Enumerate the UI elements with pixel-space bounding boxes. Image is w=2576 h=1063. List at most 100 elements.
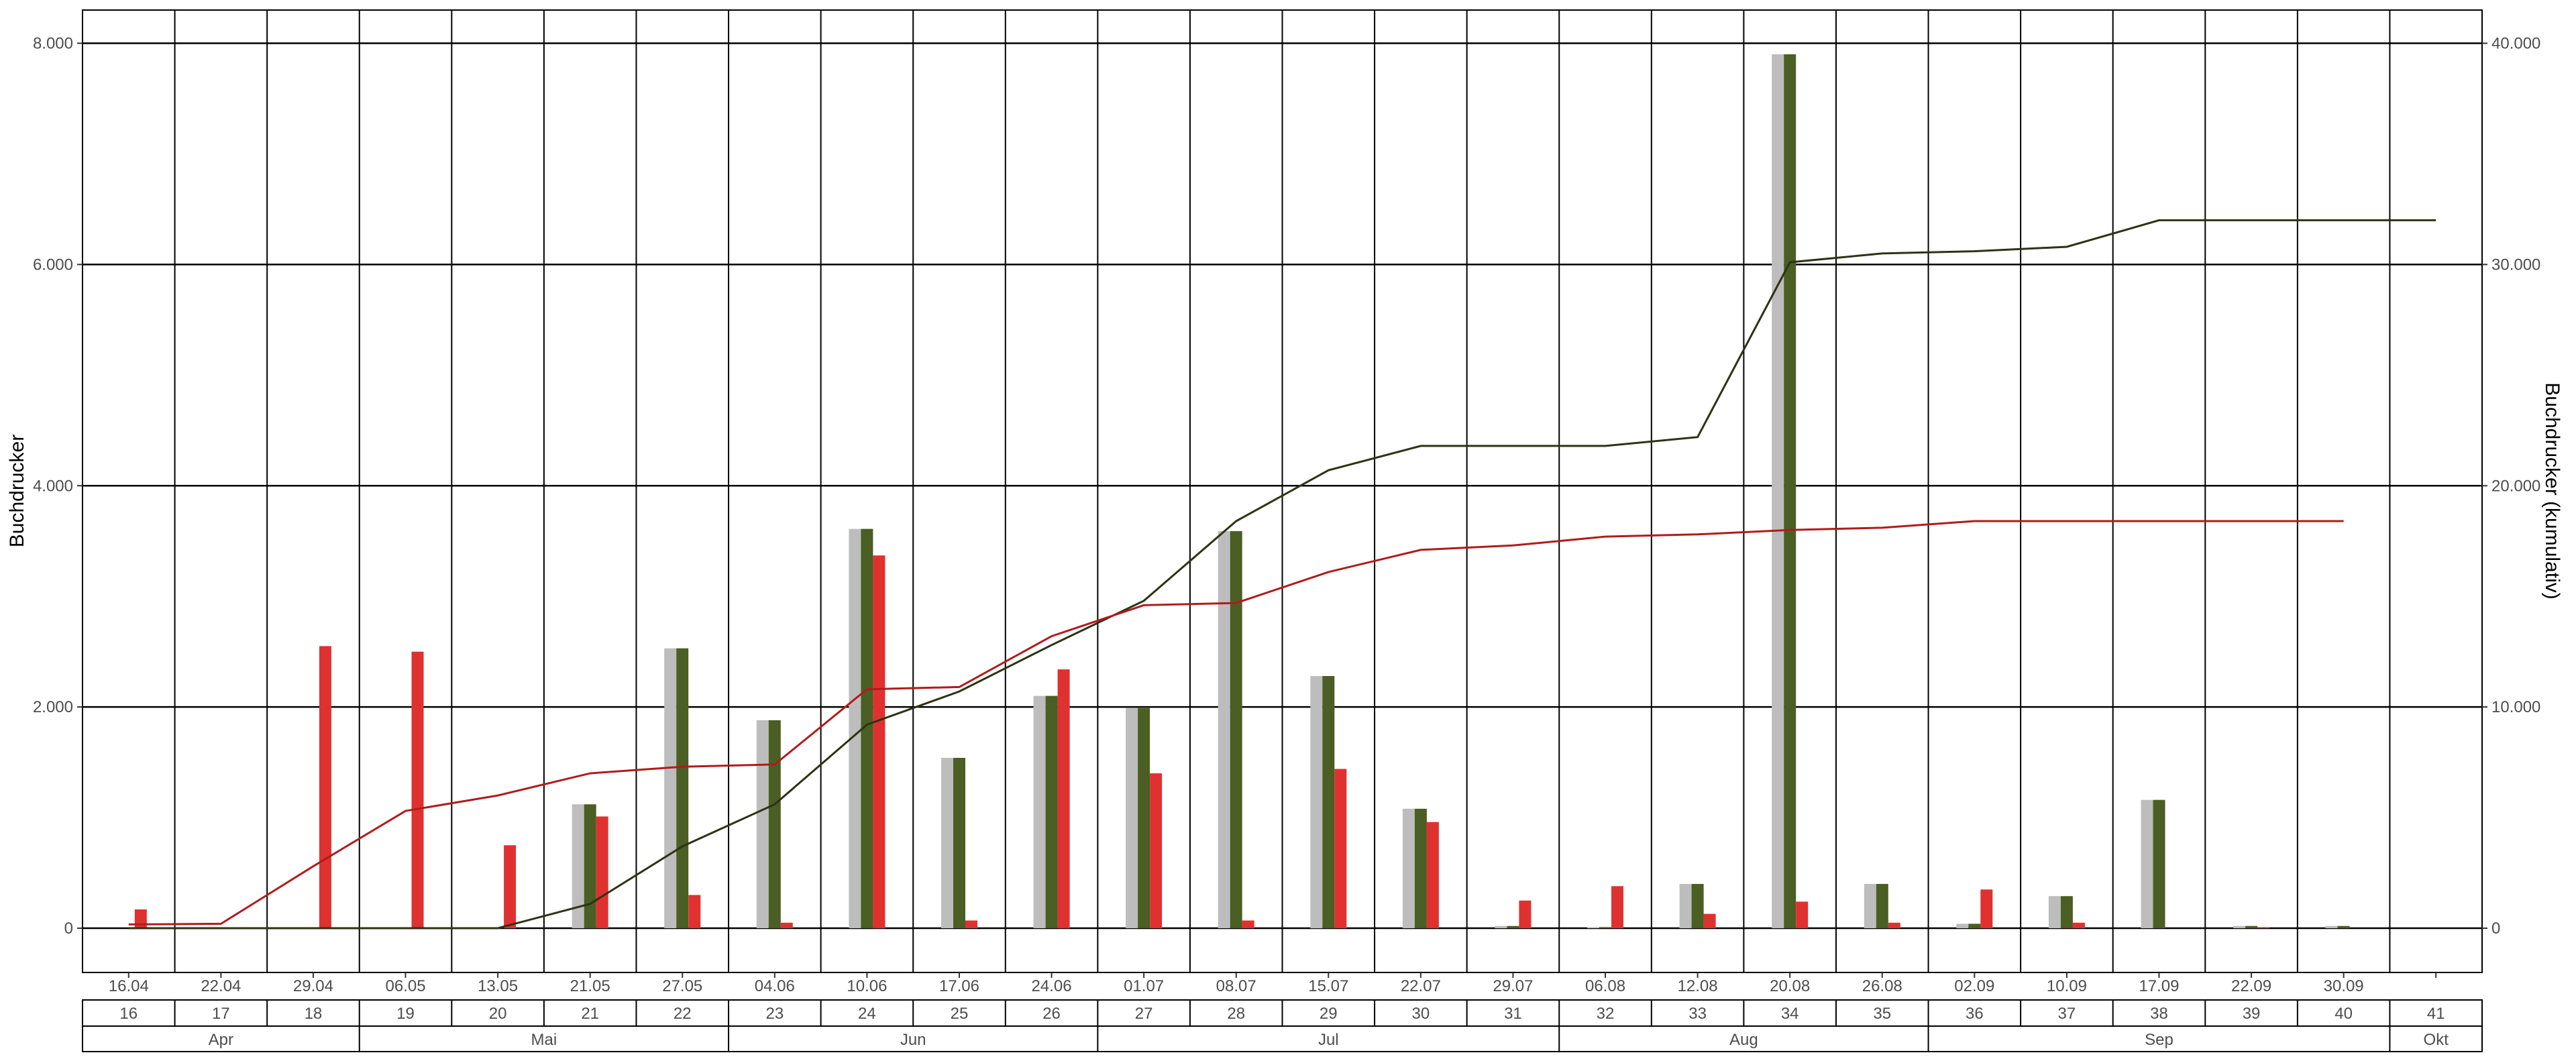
week-label: 30 (1412, 1005, 1430, 1023)
bar (1864, 884, 1876, 928)
date-label: 04.06 (755, 977, 795, 995)
month-label: Jul (1318, 1031, 1339, 1049)
week-label: 41 (2427, 1005, 2445, 1023)
week-label: 21 (581, 1005, 599, 1023)
bar (1218, 530, 1230, 928)
week-label: 39 (2243, 1005, 2261, 1023)
bar (1703, 913, 1716, 928)
y2-tick-label: 10.000 (2491, 698, 2540, 716)
bar (1150, 773, 1163, 928)
date-label: 06.08 (1585, 977, 1625, 995)
bar (2245, 926, 2258, 928)
bar (572, 804, 584, 928)
date-label: 13.05 (478, 977, 518, 995)
bar (1402, 808, 1415, 928)
bar (1956, 924, 1969, 928)
bar (1033, 695, 1046, 928)
bar (756, 720, 769, 928)
month-label: Mai (531, 1031, 557, 1049)
bar (1495, 926, 1507, 928)
bar (861, 528, 873, 928)
bar (1599, 927, 1611, 928)
bar (1679, 884, 1692, 928)
week-label: 19 (396, 1005, 415, 1023)
y-axis-title-left: Buchdrucker (6, 435, 28, 547)
month-label: Apr (209, 1031, 233, 1049)
y-tick-label: 6.000 (33, 256, 73, 274)
bar (1772, 54, 1784, 928)
date-label: 29.07 (1493, 977, 1533, 995)
bar (2325, 926, 2338, 928)
y-tick-label: 8.000 (33, 34, 73, 52)
y-axis-left: 0 2.000 4.000 6.000 8.000 (33, 34, 83, 938)
bar (2233, 926, 2246, 928)
bar (1414, 808, 1427, 928)
bar (1611, 886, 1623, 928)
date-label: 22.04 (201, 977, 241, 995)
bar (1426, 822, 1439, 928)
bars (134, 54, 2350, 929)
y-axis-right: 0 10.000 20.000 30.000 40.000 (2482, 34, 2540, 938)
date-label: 02.09 (1954, 977, 1994, 995)
bar (596, 816, 608, 928)
bar (873, 555, 885, 929)
date-label: 24.06 (1032, 977, 1072, 995)
week-label: 38 (2150, 1005, 2168, 1023)
date-label: 10.06 (847, 977, 887, 995)
bar (504, 845, 517, 928)
bar (953, 758, 965, 928)
date-label: 30.09 (2324, 977, 2364, 995)
y2-tick-label: 40.000 (2491, 34, 2540, 52)
week-label: 32 (1597, 1005, 1615, 1023)
week-label: 33 (1688, 1005, 1707, 1023)
week-label: 31 (1504, 1005, 1522, 1023)
week-label: 20 (489, 1005, 507, 1023)
date-label: 21.05 (570, 977, 610, 995)
week-label: 26 (1042, 1005, 1061, 1023)
bar (1876, 884, 1888, 928)
y-axis-title-right: Buchdrucker (kumulativ) (2541, 382, 2563, 599)
bar (2072, 922, 2085, 928)
bar (584, 804, 596, 928)
bar (2337, 926, 2350, 928)
date-label: 22.09 (2231, 977, 2271, 995)
date-label: 29.04 (293, 977, 333, 995)
date-label: 10.09 (2047, 977, 2087, 995)
bar (1968, 924, 1981, 928)
bar (2257, 927, 2270, 928)
date-label: 16.04 (109, 977, 149, 995)
date-label: 17.06 (939, 977, 979, 995)
bar (2141, 799, 2153, 928)
date-label: 08.07 (1216, 977, 1256, 995)
week-label: 28 (1227, 1005, 1245, 1023)
bar (849, 528, 861, 928)
date-label: 01.07 (1124, 977, 1164, 995)
bar (1796, 901, 1809, 928)
bar (1138, 708, 1150, 928)
date-label: 27.05 (662, 977, 702, 995)
week-label: 22 (674, 1005, 692, 1023)
week-label: 27 (1135, 1005, 1153, 1023)
week-month-table: 16 17 18 19 20 21 22 23 24 25 26 27 28 29 30 31 32 33 34 35… (82, 999, 2483, 1052)
bar (688, 895, 701, 928)
week-label: 16 (119, 1005, 138, 1023)
date-label: 17.09 (2139, 977, 2179, 995)
date-label: 06.05 (385, 977, 425, 995)
y-tick-label: 0 (64, 919, 73, 938)
date-label: 12.08 (1678, 977, 1718, 995)
cumulative-line (128, 520, 2344, 926)
month-label: Okt (2424, 1031, 2449, 1049)
plot-border (82, 9, 2483, 973)
y-tick-label: 4.000 (33, 477, 73, 495)
bar (676, 648, 689, 928)
week-label: 18 (305, 1005, 323, 1023)
week-label: 23 (765, 1005, 784, 1023)
bar (1784, 54, 1796, 928)
bar (1507, 926, 1519, 928)
bar (1242, 920, 1254, 928)
bar (1980, 889, 1993, 928)
date-label: 15.07 (1308, 977, 1348, 995)
bar (411, 651, 424, 929)
month-label: Sep (2145, 1031, 2174, 1049)
